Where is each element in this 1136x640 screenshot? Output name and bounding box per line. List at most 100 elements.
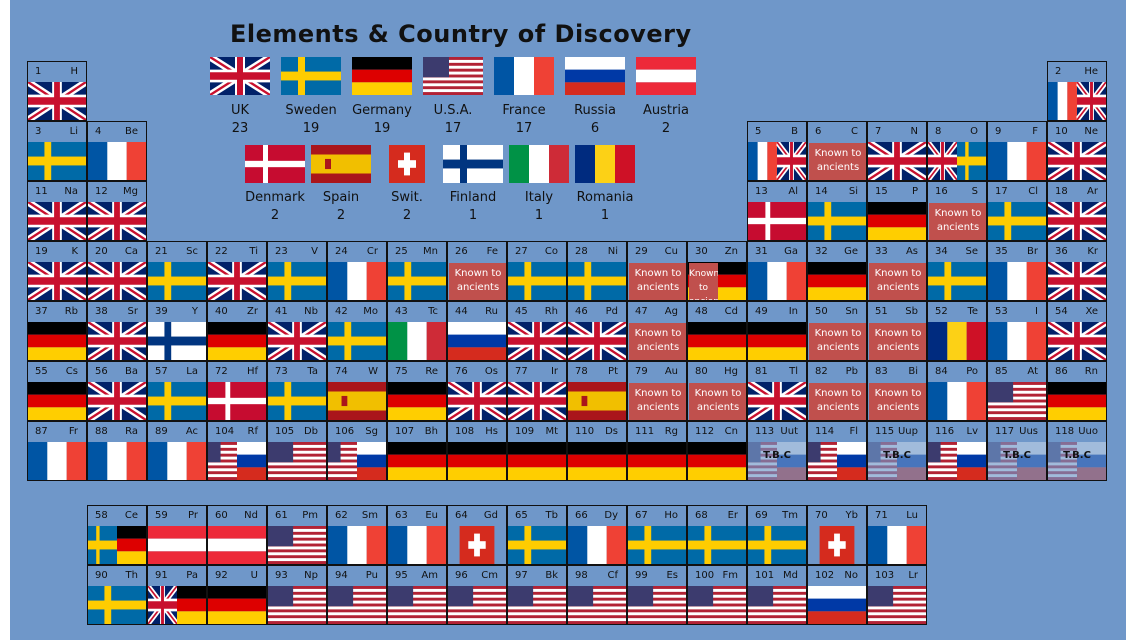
legend-country-count: 2	[402, 208, 412, 223]
element-symbol: Au	[664, 366, 678, 377]
element-cell-c: 6 C Known to ancients	[807, 121, 867, 181]
atomic-number: 57	[155, 366, 168, 377]
element-label: 97 Bk	[508, 566, 566, 586]
element-label: 56 Ba	[88, 362, 146, 382]
element-cell-tl: 81 Tl	[747, 361, 807, 421]
element-symbol: Ne	[1084, 126, 1098, 137]
switzerland-flag-icon	[377, 145, 437, 183]
known-to-ancients-badge: Known to ancients	[809, 383, 866, 420]
element-label: 107 Bh	[388, 422, 446, 442]
element-label: 51 Sb	[868, 302, 926, 322]
element-cell-zr: 40 Zr	[207, 301, 267, 361]
usa-flag-icon-russia-flag-icon	[328, 442, 386, 480]
usa-flag-icon-russia-flag-icon	[808, 442, 866, 480]
known-to-ancients-badge: Known to ancients	[929, 203, 986, 240]
element-cell-y: 39 Y	[147, 301, 207, 361]
atomic-number: 23	[275, 246, 288, 257]
sweden-flag-icon	[928, 262, 986, 300]
germany-flag-icon	[688, 442, 746, 480]
russia-flag-icon	[808, 586, 866, 624]
element-label: 66 Dy	[568, 506, 626, 526]
sweden-flag-icon	[88, 586, 146, 624]
usa-flag-icon	[268, 526, 326, 564]
element-cell-s: 16 S Known to ancients	[927, 181, 987, 241]
element-label: 10 Ne	[1048, 122, 1106, 142]
sweden-flag-icon	[148, 382, 206, 420]
element-cell-gd: 64 Gd	[447, 505, 507, 565]
element-cell-cm: 96 Cm	[447, 565, 507, 625]
element-symbol: Dy	[604, 510, 618, 521]
element-cell-w: 74 W	[327, 361, 387, 421]
element-symbol: Be	[124, 126, 138, 137]
atomic-number: 84	[935, 366, 948, 377]
atomic-number: 47	[635, 306, 648, 317]
element-symbol: S	[971, 186, 978, 197]
atomic-number: 67	[635, 510, 648, 521]
element-cell-cl: 17 Cl	[987, 181, 1047, 241]
germany-flag-icon	[388, 442, 446, 480]
element-symbol: Tm	[782, 510, 798, 521]
element-cell-cu: 29 Cu Known to ancients	[627, 241, 687, 301]
atomic-number: 61	[275, 510, 288, 521]
element-cell-sc: 21 Sc	[147, 241, 207, 301]
element-cell-sb: 51 Sb Known to ancients	[867, 301, 927, 361]
element-label: 21 Sc	[148, 242, 206, 262]
usa-flag-icon-russia-flag-icon	[928, 442, 986, 480]
element-label: 14 Si	[808, 182, 866, 202]
element-label: 108 Hs	[448, 422, 506, 442]
element-symbol: Th	[125, 570, 138, 581]
element-cell-ta: 73 Ta	[267, 361, 327, 421]
element-symbol: Nb	[304, 306, 318, 317]
atomic-number: 52	[935, 306, 948, 317]
switzerland-flag-icon	[808, 526, 866, 564]
atomic-number: 40	[215, 306, 228, 317]
sweden-flag-icon	[688, 526, 746, 564]
element-symbol: N	[910, 126, 918, 137]
element-label: 113 Uut	[748, 422, 806, 442]
atomic-number: 106	[335, 426, 355, 437]
legend-country-name: Austria	[643, 103, 689, 118]
element-cell-lr: 103 Lr	[867, 565, 927, 625]
element-cell-sg: 106 Sg	[327, 421, 387, 481]
element-label: 30 Zn	[688, 242, 746, 262]
atomic-number: 98	[575, 570, 588, 581]
element-cell-np: 93 Np	[267, 565, 327, 625]
element-label: 55 Cs	[28, 362, 86, 382]
atomic-number: 31	[755, 246, 768, 257]
france-flag-icon	[748, 262, 806, 300]
element-label: 105 Db	[268, 422, 326, 442]
atomic-number: 19	[35, 246, 48, 257]
element-symbol: Kr	[1087, 246, 1098, 257]
element-symbol: Br	[1027, 246, 1038, 257]
uk-flag-icon	[28, 82, 86, 120]
atomic-number: 34	[935, 246, 948, 257]
atomic-number: 43	[395, 306, 408, 317]
element-label: 92 U	[208, 566, 266, 586]
element-label: 57 La	[148, 362, 206, 382]
element-cell-pd: 46 Pd	[567, 301, 627, 361]
france-flag-icon	[568, 526, 626, 564]
uk-flag-icon	[28, 202, 86, 240]
element-label: 39 Y	[148, 302, 206, 322]
element-label: 112 Cn	[688, 422, 746, 442]
atomic-number: 4	[95, 126, 102, 137]
element-cell-ac: 89 Ac	[147, 421, 207, 481]
atomic-number: 110	[575, 426, 595, 437]
atomic-number: 13	[755, 186, 768, 197]
element-cell-be: 4 Be	[87, 121, 147, 181]
legend-country-count: 17	[444, 121, 462, 136]
romania-flag-icon	[928, 322, 986, 360]
element-symbol: Po	[966, 366, 978, 377]
element-cell-pb: 82 Pb Known to ancients	[807, 361, 867, 421]
legend-country-count: 1	[468, 208, 478, 223]
austria-flag-icon	[208, 526, 266, 564]
element-symbol: Sm	[361, 510, 378, 521]
germany-flag-icon	[1048, 382, 1106, 420]
element-label: 96 Cm	[448, 566, 506, 586]
france-flag-icon	[988, 262, 1046, 300]
sweden-flag-icon	[328, 322, 386, 360]
element-symbol: Ge	[844, 246, 858, 257]
element-cell-cn: 112 Cn	[687, 421, 747, 481]
element-symbol: Sr	[127, 306, 138, 317]
legend-country-name: Finland	[449, 190, 497, 205]
